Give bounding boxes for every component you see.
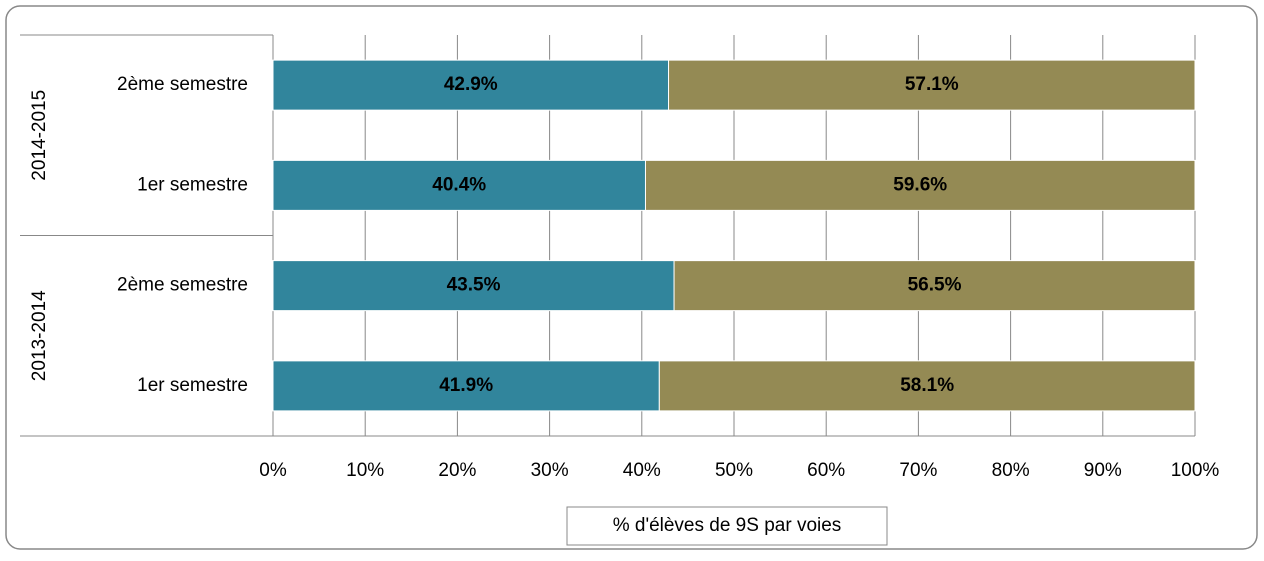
x-axis-title: % d'élèves de 9S par voies: [613, 515, 842, 536]
x-tick-label: 20%: [438, 460, 476, 481]
bar: [272, 360, 660, 412]
y-tick-label: 2ème semestre: [117, 74, 248, 95]
x-tick-label: 0%: [259, 460, 287, 481]
data-label: 43.5%: [447, 275, 501, 296]
x-tick-label: 10%: [346, 460, 384, 481]
x-tick-label: 100%: [1171, 460, 1220, 481]
x-tick-label: 60%: [807, 460, 845, 481]
group-label: 2013-2014: [29, 290, 50, 381]
x-tick-label: 70%: [899, 460, 937, 481]
data-label: 56.5%: [908, 275, 962, 296]
x-tick-label: 50%: [715, 460, 753, 481]
group-label: 2014-2015: [29, 90, 50, 181]
bar: [668, 59, 1196, 111]
y-tick-label: 1er semestre: [137, 375, 248, 396]
bar: [673, 260, 1196, 312]
bar: [272, 159, 646, 211]
bar: [658, 360, 1196, 412]
x-tick-label: 90%: [1084, 460, 1122, 481]
bar: [272, 59, 670, 111]
data-label: 59.6%: [893, 174, 947, 195]
axis-title-box: [566, 506, 888, 546]
data-label: 42.9%: [444, 74, 498, 95]
data-label: 58.1%: [900, 375, 954, 396]
bar: [644, 159, 1196, 211]
x-tick-label: 40%: [623, 460, 661, 481]
x-tick-label: 30%: [531, 460, 569, 481]
y-tick-label: 2ème semestre: [117, 275, 248, 296]
data-label: 41.9%: [439, 375, 493, 396]
x-tick-label: 80%: [992, 460, 1030, 481]
data-label: 57.1%: [905, 74, 959, 95]
y-tick-label: 1er semestre: [137, 174, 248, 195]
data-label: 40.4%: [432, 174, 486, 195]
